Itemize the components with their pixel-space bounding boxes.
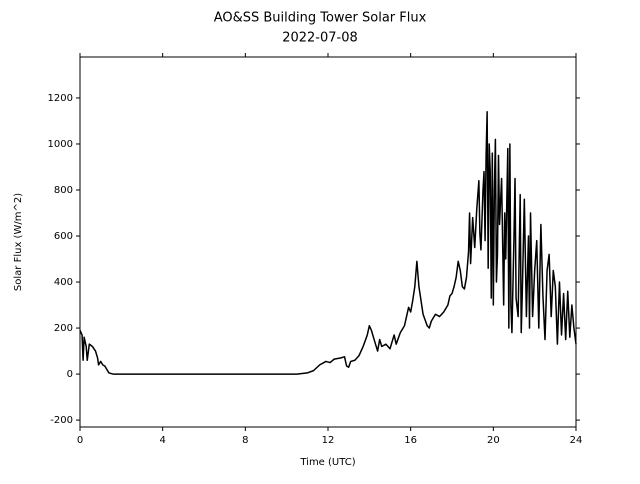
x-axis-label: Time (UTC) <box>299 457 355 468</box>
y-tick-label: -200 <box>50 415 73 426</box>
y-tick-label: 800 <box>54 185 73 196</box>
y-axis-label: Solar Flux (W/m^2) <box>13 193 24 291</box>
x-tick-label: 0 <box>77 435 83 446</box>
x-tick-label: 16 <box>404 435 417 446</box>
y-tick-label: 1200 <box>48 93 73 104</box>
x-tick-label: 4 <box>159 435 165 446</box>
data-line <box>79 111 577 375</box>
y-tick-label: 200 <box>54 323 73 334</box>
x-tick-label: 12 <box>322 435 335 446</box>
x-tick-label: 24 <box>570 435 583 446</box>
chart-subtitle: 2022-07-08 <box>282 31 358 46</box>
y-tick-label: 0 <box>67 369 73 380</box>
plot-frame <box>79 56 577 428</box>
y-tick-label: 1000 <box>48 139 73 150</box>
x-tick-label: 8 <box>242 435 248 446</box>
y-tick-label: 400 <box>54 277 73 288</box>
y-tick-label: 600 <box>54 231 73 242</box>
x-tick-label: 20 <box>487 435 500 446</box>
chart-title: AO&SS Building Tower Solar Flux <box>214 11 427 26</box>
